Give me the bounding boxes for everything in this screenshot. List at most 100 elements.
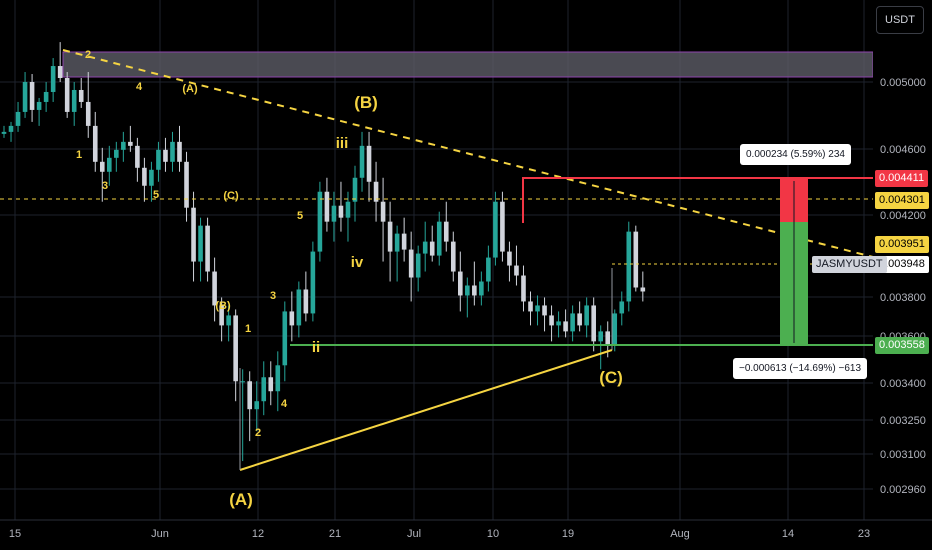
symbol-label: JASMYUSDT: [812, 256, 887, 273]
candle-body: [261, 377, 267, 402]
measure-profit-callout: 0.000234 (5.59%) 234: [740, 144, 851, 165]
candle-body: [352, 177, 358, 202]
time-tick-label: Jun: [151, 528, 169, 540]
price-tick-label: 0.003400: [880, 378, 926, 390]
candle: [640, 271, 646, 302]
supply-zone: [62, 51, 874, 78]
time-axis[interactable]: 15 Jun 12 21 Jul 10 19 Aug 14 23: [0, 519, 932, 550]
candle: [619, 291, 625, 326]
candle-body: [135, 145, 140, 168]
downtrend-line: [62, 49, 874, 258]
wave-label-minor: 4: [281, 398, 288, 410]
wave-label-minor: (B): [215, 300, 231, 312]
candle-body: [408, 249, 414, 278]
candle-body: [465, 285, 470, 296]
candle: [261, 361, 267, 416]
price-tick-label: 0.003100: [880, 449, 926, 461]
candle: [570, 305, 575, 342]
currency-button[interactable]: USDT: [876, 6, 924, 34]
candle: [584, 297, 589, 338]
candle-body: [198, 225, 203, 262]
time-tick-label: 12: [252, 528, 264, 540]
candle-body: [366, 145, 372, 182]
candle: [415, 245, 421, 292]
candle: [121, 131, 126, 162]
candle-body: [184, 161, 189, 208]
candle-body: [1, 131, 7, 134]
candle-body: [345, 201, 351, 218]
candle: [380, 177, 386, 262]
candle-body: [443, 221, 449, 242]
candle-body: [57, 66, 63, 79]
candle: [64, 72, 70, 118]
candle-body: [556, 321, 561, 326]
time-axis-bg: [0, 520, 932, 550]
wave-label-major: (C): [599, 368, 623, 387]
candle: [310, 241, 316, 322]
candle: [289, 291, 295, 342]
time-tick-label: 21: [329, 528, 341, 540]
candle: [556, 311, 561, 338]
price-tick-label: 0.005000: [880, 77, 926, 89]
time-tick-label: 23: [858, 528, 870, 540]
candle: [429, 225, 435, 262]
chart-grid: [0, 0, 873, 520]
time-tick-label: 14: [782, 528, 794, 540]
time-tick-label: 10: [487, 528, 499, 540]
price-tag: 0.004411: [875, 170, 929, 187]
candle: [514, 245, 519, 286]
candle-body: [43, 91, 49, 102]
candle: [142, 157, 147, 202]
time-tick-label: Aug: [670, 528, 690, 540]
candle-body: [114, 149, 119, 158]
candle: [128, 125, 133, 152]
wave-label-minor: iv: [351, 254, 364, 271]
candle: [156, 141, 161, 182]
candle-body: [570, 313, 575, 332]
candle-body: [29, 82, 35, 110]
candle-body: [486, 257, 491, 282]
candle-body: [268, 377, 274, 392]
candle: [598, 325, 603, 370]
candle-body: [535, 305, 540, 312]
wave-label-minor: 2: [85, 49, 91, 61]
candle: [436, 211, 442, 266]
candle-body: [401, 233, 407, 250]
candle-body: [584, 305, 589, 326]
candle-body: [36, 101, 42, 110]
candle: [359, 131, 365, 192]
candle: [521, 265, 526, 312]
candle-body: [289, 311, 295, 326]
candle-body: [514, 265, 519, 276]
candle-body: [577, 313, 582, 326]
candle: [226, 305, 231, 342]
candle-body: [205, 225, 210, 272]
time-tick-label: 19: [562, 528, 574, 540]
price-tick-label: 0.004600: [880, 144, 926, 156]
candle: [387, 201, 393, 282]
wave-label-minor: 2: [255, 427, 261, 439]
candle-body: [317, 191, 323, 252]
wave-label-minor: 5: [153, 189, 159, 201]
candle-body: [219, 305, 224, 326]
candle-body: [549, 315, 554, 326]
candle: [549, 305, 554, 342]
wave-label-minor: (A): [182, 83, 198, 95]
candle: [233, 309, 238, 402]
candle-body: [500, 201, 505, 252]
candle-body: [493, 201, 498, 258]
candle: [563, 309, 568, 338]
candle: [268, 361, 274, 406]
candle-body: [387, 221, 393, 252]
wave-label-minor: 4: [136, 81, 143, 93]
candle: [633, 225, 639, 292]
candle-body: [296, 289, 302, 326]
candle-body: [8, 125, 14, 132]
candle: [198, 217, 203, 282]
candle: [78, 78, 84, 108]
wave-label-minor: iii: [336, 135, 349, 152]
candle-body: [212, 271, 217, 306]
candle: [542, 297, 547, 332]
candle-body: [612, 313, 618, 346]
